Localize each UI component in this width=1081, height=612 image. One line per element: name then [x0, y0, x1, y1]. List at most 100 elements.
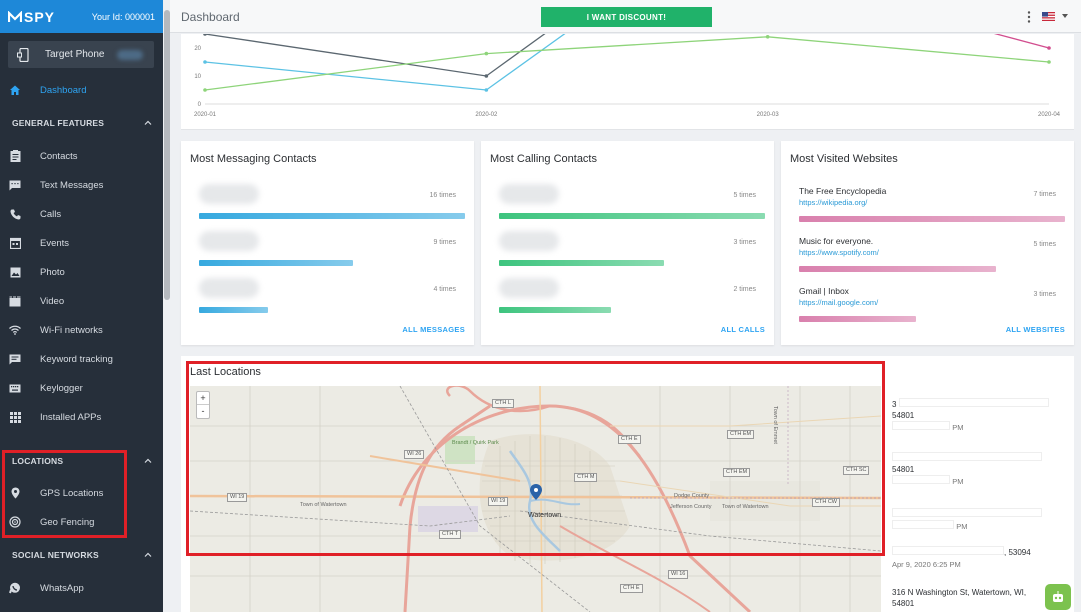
- pin-icon: [9, 487, 21, 499]
- data-point[interactable]: [1047, 46, 1051, 50]
- count-label: 4 times: [433, 286, 456, 293]
- sidebar-item-whatsapp[interactable]: WhatsApp: [0, 577, 163, 599]
- zoom-out-button[interactable]: -: [201, 406, 205, 416]
- progress-bar: [799, 316, 917, 322]
- map-road-label: CTH CW: [812, 498, 840, 507]
- redacted-text: [892, 475, 950, 484]
- whatsapp-icon: [9, 582, 21, 594]
- map-road-label: CTH L: [492, 399, 514, 408]
- message-icon: [9, 179, 21, 191]
- website-name: Music for everyone.: [799, 236, 874, 246]
- progress-bar: [199, 307, 269, 313]
- website-url[interactable]: https://wikipedia.org/: [799, 198, 868, 207]
- sidebar-scrollbar[interactable]: [164, 10, 170, 300]
- location-time: PM: [956, 522, 968, 531]
- data-point[interactable]: [765, 35, 770, 39]
- location-time: Apr 9, 2020 6:25 PM: [892, 560, 961, 569]
- sidebar-item-keyword-tracking[interactable]: Keyword tracking: [0, 348, 163, 370]
- sidebar-item-label: Video: [40, 295, 65, 307]
- count-label: 9 times: [433, 239, 456, 246]
- user-id-label: Your Id: 000001: [91, 11, 155, 22]
- sidebar-item-dashboard[interactable]: Dashboard: [0, 79, 163, 101]
- discount-button[interactable]: I WANT DISCOUNT!: [541, 7, 712, 27]
- data-point[interactable]: [203, 88, 207, 92]
- location-entry[interactable]: 54801 PM: [892, 452, 1072, 486]
- target-icon: [9, 516, 21, 528]
- calendar-icon: [9, 237, 21, 249]
- all-messages-link[interactable]: ALL MESSAGES: [402, 325, 465, 334]
- zoom-in-button[interactable]: +: [197, 392, 209, 405]
- map-roads: [190, 386, 881, 612]
- sidebar-item-installed-apps[interactable]: Installed APPs: [0, 406, 163, 428]
- sidebar-item-label: Keyword tracking: [40, 353, 113, 365]
- data-point[interactable]: [484, 74, 489, 78]
- location-zip: 54801: [892, 465, 915, 474]
- redacted-text: [892, 546, 1004, 555]
- sidebar-item-label: Calls: [40, 208, 62, 220]
- sidebar-item-label: Contacts: [40, 150, 78, 162]
- sidebar-item-gps-locations[interactable]: GPS Locations: [0, 482, 163, 504]
- map-road-label: CTH E: [618, 435, 641, 444]
- sidebar-item-label: Wi-Fi networks: [40, 324, 103, 336]
- chevron-down-icon[interactable]: [1062, 14, 1068, 18]
- map-place-label: Town of Emmet: [772, 406, 778, 444]
- blurred-contact-name: [499, 278, 559, 298]
- location-entry[interactable]: 316 N Washington St, Watertown, WI, 5480…: [892, 588, 1072, 608]
- data-point[interactable]: [484, 88, 489, 92]
- data-point[interactable]: [203, 34, 207, 36]
- map-road-label: WI 16: [668, 570, 689, 579]
- all-calls-link[interactable]: ALL CALLS: [720, 325, 765, 334]
- blurred-contact-name: [499, 231, 559, 251]
- app-logo[interactable]: SPY: [8, 9, 55, 25]
- target-phone-selector[interactable]: Target Phone: [8, 41, 154, 68]
- sidebar-item-calls[interactable]: Calls: [0, 203, 163, 225]
- chevron-up-icon: [144, 458, 152, 463]
- redacted-text: [892, 508, 1042, 517]
- us-flag-icon[interactable]: [1042, 12, 1055, 21]
- website-name: The Free Encyclopedia: [799, 186, 887, 196]
- x-tick-label: 2020-02: [475, 112, 498, 118]
- highlight-box-map: [186, 361, 885, 556]
- section-general-features[interactable]: GENERAL FEATURES: [12, 118, 152, 128]
- sidebar-item-video[interactable]: Video: [0, 290, 163, 312]
- chat-support-button[interactable]: [1045, 584, 1071, 610]
- data-point[interactable]: [203, 60, 207, 64]
- contacts-icon: [9, 150, 21, 162]
- robot-chat-icon: [1053, 591, 1063, 602]
- location-zip: 54801: [892, 599, 915, 608]
- location-entry[interactable]: , 53094 Apr 9, 2020 6:25 PM: [892, 546, 1072, 569]
- sidebar-item-events[interactable]: Events: [0, 232, 163, 254]
- sidebar-item-wifi-networks[interactable]: Wi-Fi networks: [0, 319, 163, 341]
- count-label: 2 times: [733, 286, 756, 293]
- sidebar-item-contacts[interactable]: Contacts: [0, 145, 163, 167]
- blurred-contact-name: [499, 184, 559, 204]
- location-map[interactable]: CTH L CTH E CTH EM CTH M CTH EM CTH SC C…: [190, 386, 881, 612]
- series-line: [993, 34, 1050, 49]
- more-vert-icon[interactable]: [1027, 11, 1031, 23]
- website-url[interactable]: https://mail.google.com/: [799, 298, 879, 307]
- sidebar-item-text-messages[interactable]: Text Messages: [0, 174, 163, 196]
- all-websites-link[interactable]: ALL WEBSITES: [1005, 325, 1065, 334]
- section-label: SOCIAL NETWORKS: [12, 550, 99, 560]
- y-tick-label: 10: [194, 74, 201, 80]
- sidebar-item-label: Photo: [40, 266, 65, 278]
- section-label: GENERAL FEATURES: [12, 118, 105, 128]
- map-road-label: WI 19: [227, 493, 248, 502]
- sidebar-item-keylogger[interactable]: Keylogger: [0, 377, 163, 399]
- card-calling-contacts: Most Calling Contacts 5 times 3 times 2 …: [481, 141, 774, 345]
- chevron-up-icon: [144, 120, 152, 125]
- section-social-networks[interactable]: SOCIAL NETWORKS: [12, 550, 152, 560]
- sidebar-item-label: Text Messages: [40, 179, 104, 191]
- progress-bar: [199, 260, 354, 266]
- data-point[interactable]: [1047, 60, 1051, 64]
- last-locations-title: Last Locations: [190, 366, 261, 378]
- data-point[interactable]: [484, 51, 489, 56]
- website-url[interactable]: https://www.spotify.com/: [799, 248, 879, 257]
- blurred-contact-name: [199, 278, 259, 298]
- location-entry[interactable]: PM: [892, 508, 1072, 531]
- sidebar-item-geo-fencing[interactable]: Geo Fencing: [0, 511, 163, 533]
- section-locations[interactable]: LOCATIONS: [12, 456, 152, 466]
- location-entry[interactable]: 3 54801 PM: [892, 398, 1072, 432]
- sidebar-item-photo[interactable]: Photo: [0, 261, 163, 283]
- redacted-text: [892, 520, 954, 529]
